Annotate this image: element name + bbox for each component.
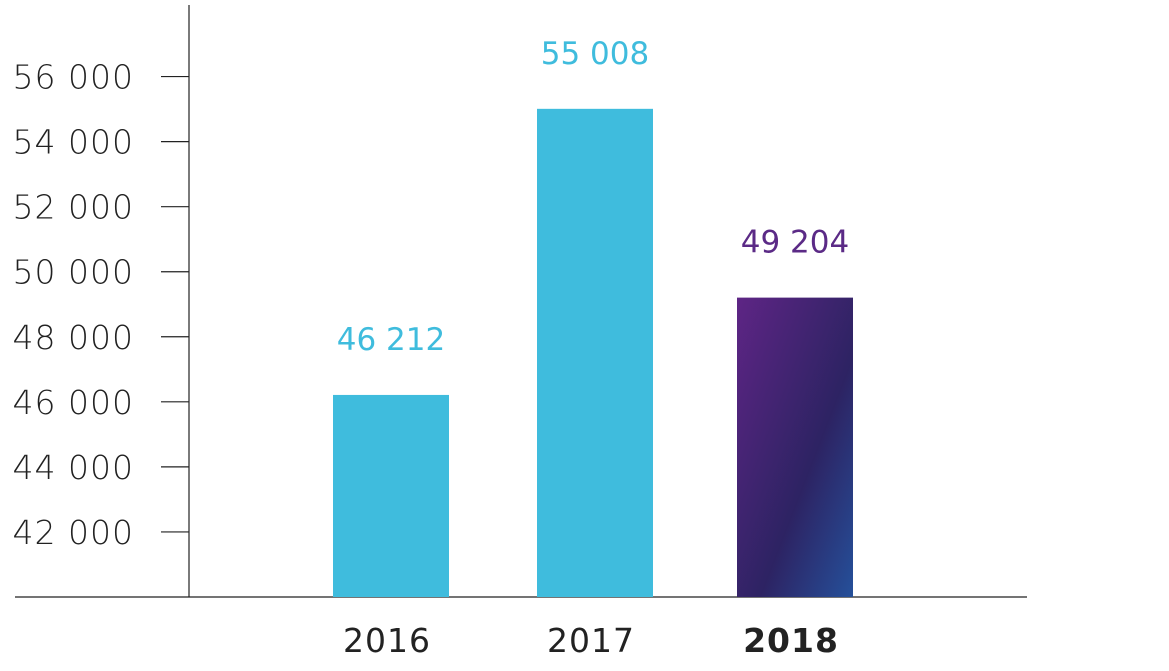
value-label-2017: 55 008 [541,36,649,72]
y-tick-label: 48 000 [13,318,134,357]
y-tick-label: 42 000 [13,513,134,552]
x-tick-label-2016: 2016 [343,621,431,660]
x-tick-label-2017: 2017 [547,621,635,660]
value-label-2016: 46 212 [337,322,445,358]
bar-2018 [737,297,853,597]
y-tick-label: 56 000 [13,58,134,97]
x-tick-label-2018: 2018 [743,621,839,660]
y-tick-label: 44 000 [13,448,134,487]
bar-2016 [333,394,449,597]
y-tick-label: 54 000 [13,123,134,162]
y-tick-label: 46 000 [13,383,134,422]
value-label-2018: 49 204 [741,225,849,261]
y-tick-label: 50 000 [13,253,134,292]
y-tick-label: 52 000 [13,188,134,227]
bar-2017 [537,108,653,597]
